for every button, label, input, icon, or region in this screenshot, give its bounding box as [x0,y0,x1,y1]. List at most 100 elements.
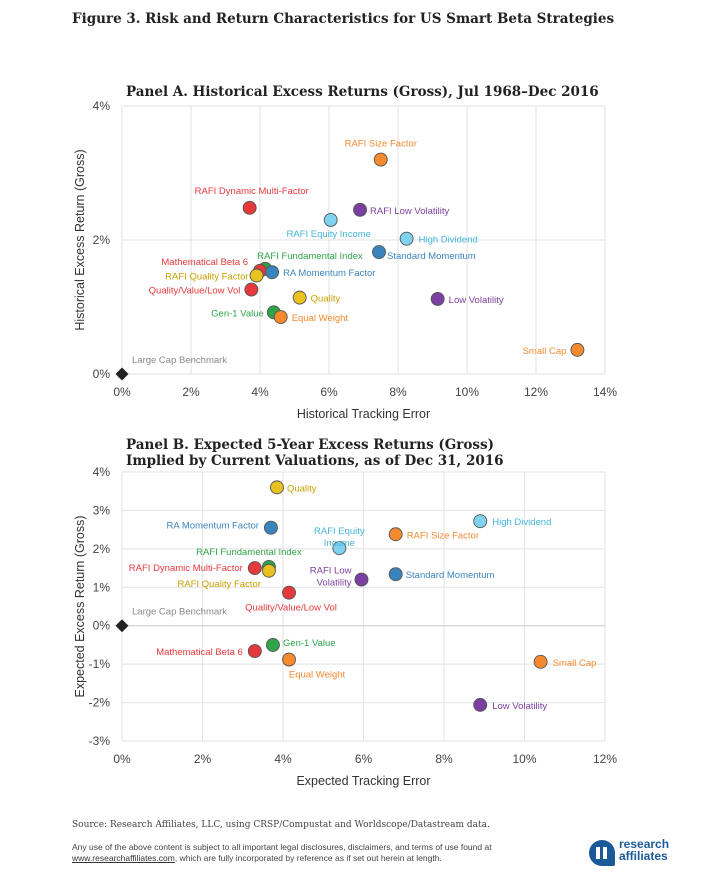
panel-a-label-small-cap: Small Cap [523,346,567,357]
panel-b-subtitle-text: Implied by Current Valuations, as of Dec… [126,453,504,469]
logo-text: research affiliates [619,838,669,862]
panel-a-point-rafi-equity-income [323,212,338,227]
panel-a-x-tick-label: 6% [320,385,338,399]
panel-a-label-high-dividend: High Dividend [419,235,478,246]
panel-a-title-text: Panel A. Historical Excess Returns (Gros… [126,84,599,100]
panel-b-label-small-cap: Small Cap [553,658,597,669]
panel-b-point-gen-1-value [265,637,280,652]
panel-b-point-large-cap-benchmark [115,619,129,633]
panel-a-label-rafi-low-volatility: RAFI Low Volatility [370,206,449,217]
panel-b-x-tick-label: 0% [113,752,131,766]
panel-b-y-tick-label: -1% [89,657,111,671]
panel-a-label-rafi-dynamic-multi-factor: RAFI Dynamic Multi-Factor [195,186,309,197]
panel-b-label-rafi-low-volatility: RAFI Low [310,566,352,577]
panel-a-point-equal-weight [273,310,288,325]
panel-a-point-quality [292,290,307,305]
panel-a-x-axis-label: Historical Tracking Error [297,407,430,421]
panel-a-label-ra-momentum-factor: RA Momentum Factor [283,268,375,279]
disclaimer: Any use of the above content is subject … [72,842,552,864]
panel-b-label-rafi-size-factor: RAFI Size Factor [407,530,479,541]
logo-text-line-1: research [619,837,670,851]
panel-a-label-mathematical-beta-6: Mathematical Beta 6 [161,257,248,268]
panel-a-title: Panel A. Historical Excess Returns (Gros… [126,84,599,100]
panel-b-label-quality-value-low-vol: Quality/Value/Low Vol [245,603,337,614]
panel-b-x-tick-label: 10% [512,752,536,766]
panel-b-x-tick-label: 2% [194,752,212,766]
logo-text-line-2: affiliates [619,849,668,863]
panel-a-y-axis-label: Historical Excess Return (Gross) [73,149,87,330]
panel-a-y-tick-label: 4% [93,99,111,113]
panel-b-chart: 0% 2% 4% 6% 8% 10% 12% -3% -2% -1% 0% 1% 2% 3% 4% Expec… [73,465,617,788]
panel-a-x-tick-label: 14% [593,385,617,399]
panel-b-label-rafi-equity-income: RAFI Equity [314,526,365,537]
panel-b-point-rafi-low-volatility [354,572,369,587]
panel-b-label-ra-momentum-factor: RA Momentum Factor [167,521,259,532]
panel-b-label-rafi-dynamic-multi-factor: RAFI Dynamic Multi-Factor [129,563,243,574]
panel-b-label-standard-momentum: Standard Momentum [406,570,495,581]
panel-b-x-tick-label: 6% [355,752,373,766]
panel-a-label-quality: Quality [311,294,341,305]
panel-b-label-high-dividend: High Dividend [492,517,551,528]
panel-a-point-quality-value-low-vol [244,282,259,297]
panel-a-label-low-volatility: Low Volatility [449,295,504,306]
panel-a-point-large-cap-benchmark [115,367,129,381]
panel-a-point-rafi-low-volatility [353,202,367,217]
panel-a-label-quality-value-low-vol: Quality/Value/Low Vol [149,286,241,297]
disclaimer-line-1: Any use of the above content is subject … [72,842,492,852]
panel-b-point-rafi-dynamic-multi-factor [247,561,262,576]
panel-a-label-standard-momentum: Standard Momentum [387,251,476,262]
panel-b-x-axis-label: Expected Tracking Error [296,774,430,788]
panel-b-point-low-volatility [473,697,488,712]
disclaimer-link[interactable]: www.researchaffiliates.com [72,853,175,863]
panel-b-label-rafi-equity-income: Income [324,538,355,549]
panel-b-label-mathematical-beta-6: Mathematical Beta 6 [156,647,243,658]
panel-a-label-large-cap-benchmark: Large Cap Benchmark [132,355,227,366]
disclaimer-line-2: , which are fully incorporated by refere… [174,853,442,863]
panel-a-label-gen-1-value: Gen-1 Value [211,308,264,319]
panel-b-label-rafi-low-volatility: Volatility [317,578,352,589]
panel-b-point-quality [270,480,284,495]
research-affiliates-logo: research affiliates [589,836,709,868]
panel-a-x-tick-label: 4% [251,385,269,399]
panel-a-point-standard-momentum [372,245,386,260]
panel-b-y-tick-label: 3% [93,503,111,517]
panel-b-title-text: Panel B. Expected 5-Year Excess Returns … [126,437,495,453]
figure-title: Figure 3. Risk and Return Characteristic… [72,11,615,27]
panel-b-y-tick-label: 0% [93,619,111,633]
panel-b-x-tick-label: 4% [274,752,292,766]
panel-a-chart: 0% 2% 4% 6% 8% 10% 12% 14% 0% 2% 4% Historical Trac… [73,99,617,421]
panel-b-point-equal-weight [282,652,296,667]
panel-a-point-low-volatility [430,292,445,306]
panel-a-point-rafi-quality-factor [249,268,264,283]
panel-a-label-rafi-equity-income: RAFI Equity Income [286,229,370,240]
panel-a-label-rafi-size-factor: RAFI Size Factor [345,139,417,150]
panel-a-point-high-dividend [399,231,414,246]
panel-b-point-rafi-quality-factor [261,563,276,578]
panel-b-y-tick-label: -2% [89,696,111,710]
panel-b-point-quality-value-low-vol [282,585,296,600]
panel-b-label-large-cap-benchmark: Large Cap Benchmark [132,607,227,618]
panel-a-point-rafi-dynamic-multi-factor [242,200,257,215]
panel-b-y-tick-label: 2% [93,542,111,556]
panel-b-y-axis-label: Expected Excess Return (Gross) [73,515,87,697]
panel-a-label-rafi-fundamental-index: RAFI Fundamental Index [257,251,363,262]
panel-b-point-rafi-equity-income [332,541,347,556]
panel-b-x-tick-label: 12% [593,752,617,766]
panel-a-x-tick-label: 12% [524,385,548,399]
panel-b-label-quality: Quality [287,483,317,494]
panel-a-y-tick-label: 0% [93,367,111,381]
panel-b-y-tick-label: 1% [93,580,111,594]
logo-mark-icon [589,840,615,866]
panel-a-point-rafi-size-factor [373,152,388,167]
panel-a-x-tick-label: 8% [389,385,407,399]
panel-a-x-tick-label: 10% [455,385,479,399]
panel-a-label-equal-weight: Equal Weight [292,313,349,324]
panel-a-x-tick-label: 0% [113,385,131,399]
source-note: Source: Research Affiliates, LLC, using … [72,820,490,830]
panel-b-point-high-dividend [473,514,488,529]
panel-a-y-tick-label: 2% [93,233,111,247]
panel-a-label-rafi-quality-factor: RAFI Quality Factor [165,272,248,283]
panel-b-y-tick-label: -3% [89,734,111,748]
panel-a-x-tick-label: 2% [182,385,200,399]
panel-b-x-tick-label: 8% [435,752,453,766]
